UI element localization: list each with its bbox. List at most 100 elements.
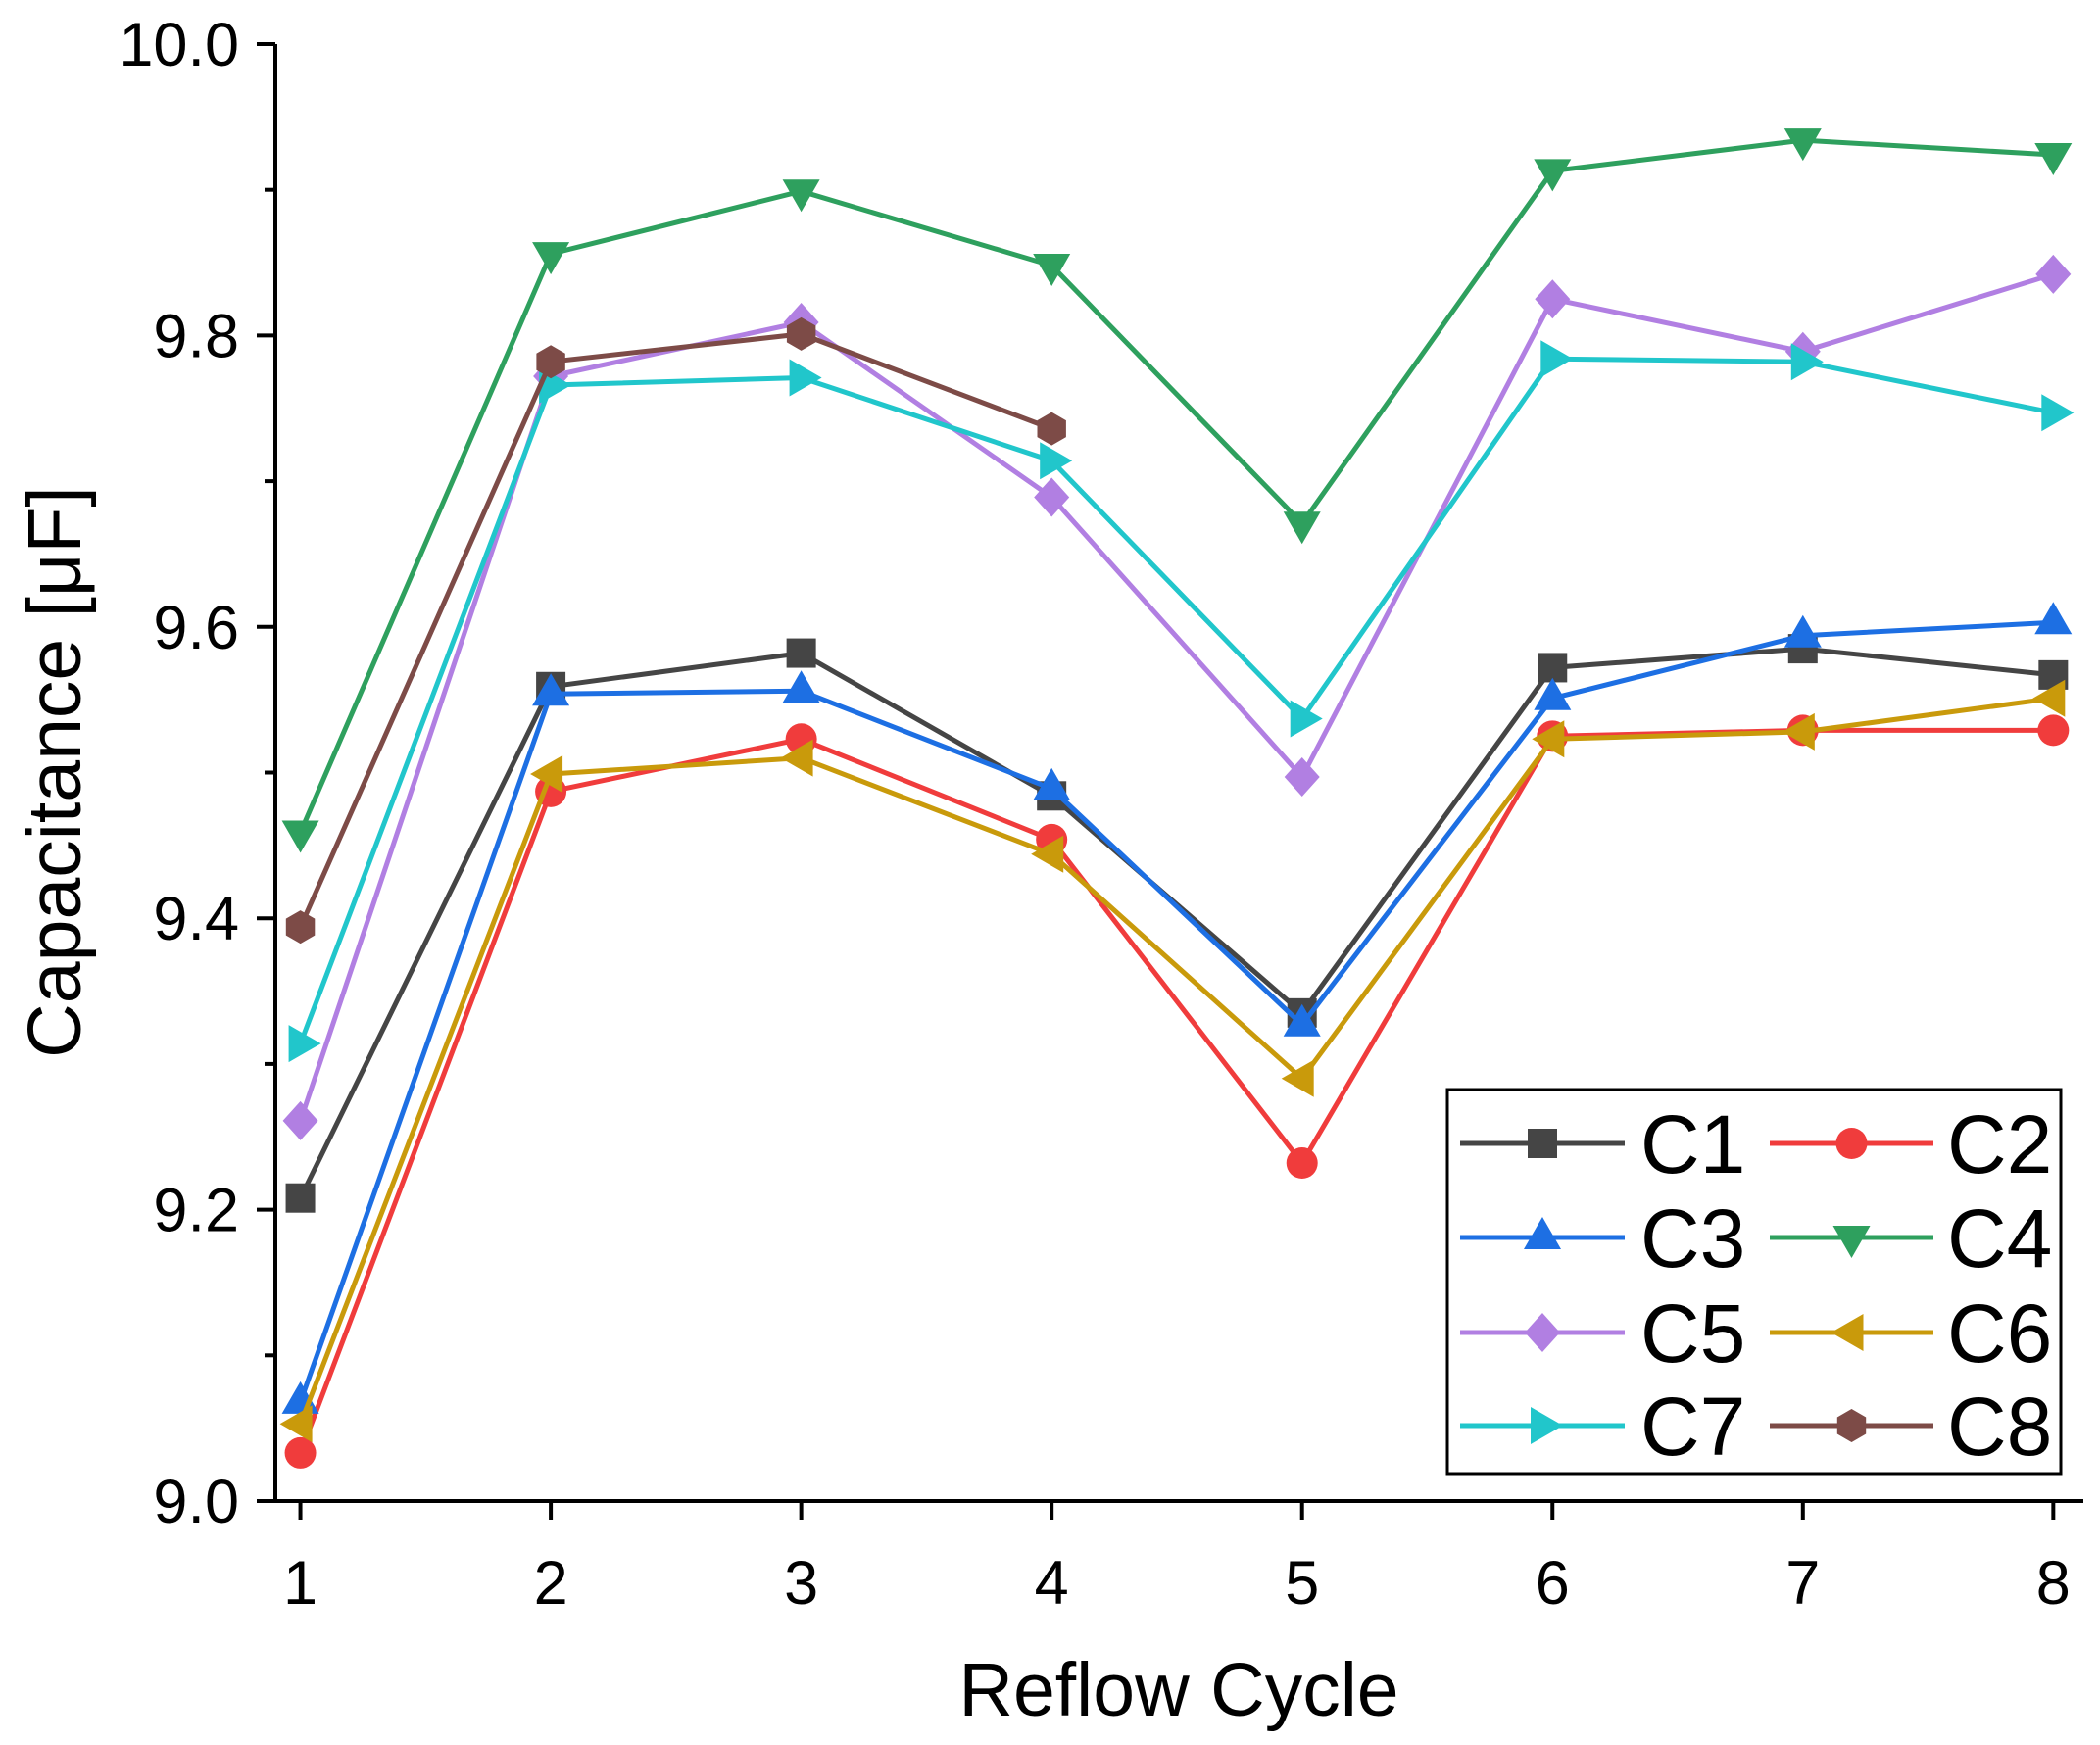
x-tick-label: 1 — [283, 1549, 317, 1618]
data-point-C1-cycle-6 — [1538, 653, 1568, 683]
x-tick-label: 2 — [534, 1549, 568, 1618]
data-point-C3-cycle-6 — [1534, 677, 1572, 710]
data-point-C7-cycle-8 — [2041, 394, 2075, 432]
legend-entry-C3: C3 — [1460, 1192, 1745, 1285]
data-point-C8-cycle-1 — [285, 910, 316, 945]
data-point-C6-cycle-2 — [530, 755, 563, 793]
legend-marker-C4 — [1832, 1226, 1871, 1258]
data-point-C6-cycle-1 — [279, 1405, 313, 1443]
legend-marker-C3 — [1524, 1217, 1561, 1249]
y-tick-label: 9.2 — [153, 1177, 239, 1245]
y-tick-label: 9.8 — [153, 302, 239, 370]
x-tick-label: 5 — [1285, 1549, 1319, 1618]
data-point-C2-cycle-8 — [2037, 714, 2070, 747]
legend-label-C4: C4 — [1947, 1192, 2052, 1285]
legend-label-C8: C8 — [1947, 1381, 2052, 1473]
legend-label-C6: C6 — [1947, 1287, 2052, 1380]
data-point-C3-cycle-5 — [1283, 1003, 1321, 1037]
legend-marker-C8 — [1836, 1409, 1867, 1442]
series-line-C7 — [298, 356, 2054, 1044]
legend-marker-C6 — [1831, 1314, 1864, 1351]
data-point-C6-cycle-3 — [780, 739, 813, 777]
legend-label-C3: C3 — [1640, 1192, 1745, 1285]
data-point-C2-cycle-1 — [284, 1436, 317, 1469]
data-point-C3-cycle-8 — [2034, 602, 2073, 635]
legend-label-C7: C7 — [1640, 1381, 1745, 1473]
data-point-C3-cycle-4 — [1033, 767, 1071, 800]
data-point-C4-cycle-4 — [1033, 254, 1071, 286]
data-point-C4-cycle-8 — [2034, 143, 2073, 175]
x-tick-label: 6 — [1536, 1549, 1570, 1618]
data-point-C4-cycle-1 — [281, 820, 319, 853]
series-line-C4 — [298, 137, 2054, 834]
series-C3 — [281, 602, 2073, 1414]
legend-entry-C1: C1 — [1460, 1098, 1745, 1190]
data-point-C5-cycle-6 — [1535, 279, 1571, 319]
data-point-C7-cycle-5 — [1290, 700, 1323, 738]
y-tick-label: 9.4 — [153, 885, 239, 953]
x-tick-label: 3 — [784, 1549, 818, 1618]
data-point-C8-cycle-2 — [536, 345, 565, 379]
series-C6 — [279, 679, 2066, 1443]
series-line-C3 — [298, 619, 2054, 1403]
legend-entry-C5: C5 — [1460, 1287, 1745, 1380]
legend-entry-C4: C4 — [1770, 1192, 2052, 1285]
data-point-C5-cycle-8 — [2035, 254, 2072, 294]
data-point-C1-cycle-1 — [285, 1183, 316, 1213]
data-point-C7-cycle-4 — [1040, 442, 1073, 480]
series-C8 — [285, 316, 1066, 945]
x-tick-label: 8 — [2036, 1549, 2071, 1618]
data-point-C5-cycle-5 — [1284, 757, 1320, 797]
legend-marker-C1 — [1528, 1129, 1557, 1158]
data-point-C8-cycle-4 — [1037, 412, 1066, 446]
data-point-C4-cycle-6 — [1534, 159, 1572, 192]
y-tick-label: 10.0 — [119, 11, 239, 79]
data-point-C5-cycle-1 — [282, 1100, 318, 1140]
legend-entry-C6: C6 — [1770, 1287, 2052, 1380]
legend-marker-C7 — [1531, 1407, 1563, 1444]
data-point-C2-cycle-5 — [1286, 1147, 1318, 1180]
y-tick-label: 9.6 — [153, 594, 239, 662]
axes: 9.0 9.2 9.4 9.6 9.8 10.0 1 2 3 4 5 6 7 8 — [119, 11, 2083, 1618]
data-point-C8-cycle-3 — [786, 316, 816, 351]
legend-entry-C8: C8 — [1770, 1381, 2052, 1473]
data-point-C3-cycle-3 — [782, 670, 820, 703]
legend-entry-C7: C7 — [1460, 1381, 1745, 1473]
data-point-C4-cycle-7 — [1783, 128, 1822, 162]
data-point-C3-cycle-2 — [532, 673, 570, 706]
data-point-C7-cycle-1 — [288, 1025, 321, 1063]
data-point-C4-cycle-2 — [532, 242, 570, 275]
series-line-C6 — [298, 696, 2054, 1426]
x-axis-label: Reflow Cycle — [958, 1648, 1398, 1732]
y-axis-label: Capacitance [μF] — [13, 486, 97, 1058]
data-point-C5-cycle-4 — [1034, 477, 1070, 517]
legend-label-C5: C5 — [1640, 1287, 1745, 1380]
data-point-C4-cycle-3 — [782, 179, 820, 213]
series-layer — [279, 128, 2075, 1469]
data-point-C6-cycle-8 — [2032, 679, 2066, 717]
data-point-C6-cycle-5 — [1281, 1059, 1314, 1097]
series-line-C8 — [298, 331, 1053, 929]
data-point-C6-cycle-4 — [1031, 835, 1064, 873]
data-point-C7-cycle-6 — [1540, 340, 1574, 378]
data-point-C7-cycle-3 — [789, 359, 822, 397]
series-C4 — [281, 128, 2073, 853]
legend-label-C1: C1 — [1640, 1098, 1745, 1190]
legend-label-C2: C2 — [1947, 1098, 2052, 1190]
legend-marker-C2 — [1835, 1128, 1868, 1159]
data-point-C6-cycle-7 — [1782, 712, 1815, 751]
data-point-C7-cycle-7 — [1790, 343, 1824, 381]
data-point-C3-cycle-7 — [1783, 614, 1822, 648]
legend-entry-C2: C2 — [1770, 1098, 2052, 1190]
data-point-C6-cycle-6 — [1532, 720, 1565, 758]
x-tick-label: 7 — [1785, 1549, 1820, 1618]
series-line-C5 — [298, 271, 2055, 1122]
data-point-C1-cycle-3 — [786, 638, 816, 668]
legend-marker-C5 — [1525, 1313, 1560, 1352]
data-point-C4-cycle-5 — [1283, 511, 1321, 545]
y-tick-label: 9.0 — [153, 1468, 239, 1536]
x-tick-label: 4 — [1035, 1549, 1069, 1618]
legend: C1 C2 C3 C4 C5 C6 C7 C8 — [1445, 1088, 2063, 1476]
